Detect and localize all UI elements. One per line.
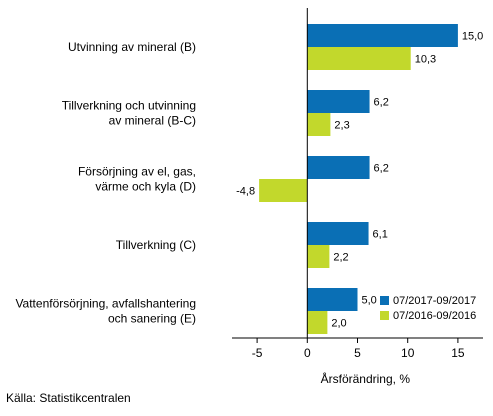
bar-2-3 — [259, 179, 308, 202]
value-label-1-2: 6,2 — [374, 97, 389, 109]
x-tick-label-5: 15 — [451, 346, 465, 360]
x-tick-label-3: 5 — [354, 346, 361, 360]
x-tick-label-1: -5 — [252, 346, 263, 360]
value-labels: 15,0 10,3 6,2 2,3 6,2 -4,8 6,1 2,2 5,0 2,0 — [236, 31, 483, 330]
value-label-1-1: 15,0 — [462, 31, 483, 43]
category-labels: Utvinning av mineral (B) Tillverkning och… — [15, 40, 196, 326]
legend-label-1: 07/2017-09/2017 — [393, 295, 476, 307]
bar-2-4 — [307, 245, 330, 268]
value-label-2-2: 2,3 — [334, 120, 349, 132]
category-label-5: Vattenförsörjning, avfallshantering och s… — [15, 297, 196, 326]
legend: 07/2017-09/2017 07/2016-09/2016 — [380, 295, 476, 322]
source-note: Källa: Statistikcentralen — [6, 391, 131, 405]
x-tick-label-2: 0 — [304, 346, 311, 360]
bar-1-3 — [307, 156, 370, 179]
value-label-1-5: 5,0 — [362, 295, 377, 307]
bars-group — [259, 24, 458, 334]
x-tick-label-4: 10 — [401, 346, 415, 360]
x-axis-title: Årsförändring, % — [321, 371, 411, 386]
legend-label-2: 07/2016-09/2016 — [393, 310, 476, 322]
category-label-2: Tillverkning och utvinning av mineral (B-… — [62, 99, 196, 128]
category-label-1: Utvinning av mineral (B) — [68, 40, 196, 54]
bar-2-1 — [307, 47, 411, 70]
category-label-3: Försörjning av el, gas, värme och kyla (D… — [78, 165, 196, 194]
bar-1-4 — [307, 222, 369, 245]
value-label-2-4: 2,2 — [333, 252, 348, 264]
value-label-1-3: 6,2 — [374, 163, 389, 175]
bar-2-5 — [307, 311, 328, 334]
bar-1-2 — [307, 90, 370, 113]
x-axis-ticks: -5 0 5 10 15 — [252, 338, 465, 360]
bar-1-5 — [307, 288, 358, 311]
legend-swatch-2 — [380, 311, 389, 320]
value-label-2-3: -4,8 — [236, 186, 255, 198]
value-label-2-5: 2,0 — [331, 318, 346, 330]
bar-2-2 — [307, 113, 331, 136]
value-label-2-1: 10,3 — [415, 54, 436, 66]
legend-swatch-1 — [380, 296, 389, 305]
bar-1-1 — [307, 24, 458, 47]
category-label-4: Tillverkning (C) — [116, 238, 196, 252]
value-label-1-4: 6,1 — [373, 229, 388, 241]
